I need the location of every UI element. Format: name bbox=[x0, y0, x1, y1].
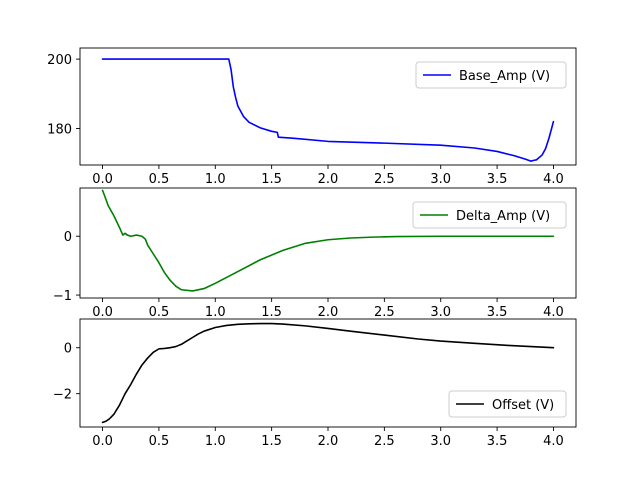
legend: Delta_Amp (V) bbox=[412, 201, 567, 229]
x-tick-label: 1.5 bbox=[261, 172, 282, 187]
x-tick-label: 2.5 bbox=[374, 434, 395, 449]
y-tick-label: −2 bbox=[53, 388, 72, 403]
legend-box bbox=[412, 201, 567, 229]
x-tick-label: 1.0 bbox=[205, 172, 226, 187]
x-tick-label: 2.0 bbox=[318, 172, 339, 187]
x-tick-label: 2.0 bbox=[318, 305, 339, 320]
y-tick-label: 0 bbox=[64, 230, 72, 245]
y-tick-label: 180 bbox=[47, 123, 72, 138]
x-tick-label: 3.0 bbox=[430, 434, 451, 449]
y-tick-label: 0 bbox=[64, 342, 72, 357]
x-tick-label: 0.5 bbox=[149, 305, 170, 320]
series-line-2-1 bbox=[101, 189, 555, 292]
y-tick-label: −1 bbox=[53, 289, 72, 304]
legend-label: Offset (V) bbox=[492, 398, 554, 413]
x-tick-label: 0.0 bbox=[92, 172, 113, 187]
x-tick-label: 2.5 bbox=[374, 305, 395, 320]
legend-label: Base_Amp (V) bbox=[459, 69, 550, 84]
x-tick-label: 0.5 bbox=[149, 434, 170, 449]
y-tick-label: 200 bbox=[47, 53, 72, 68]
legend-box bbox=[448, 390, 567, 418]
subplot-1: 0.0 0.5 1.0 1.5 2.0 2.5 3.0 3.5 4.0 180 200 Base_Am… bbox=[47, 47, 577, 187]
legend-box bbox=[415, 61, 567, 89]
series-line-1-1 bbox=[101, 58, 555, 162]
subplot-2: 0.0 0.5 1.0 1.5 2.0 2.5 3.0 3.5 4.0 −1 0 Delta_Amp … bbox=[53, 187, 577, 320]
subplot-3: 0.0 0.5 1.0 1.5 2.0 2.5 3.0 3.5 4.0 −2 0 Offset (V) bbox=[53, 318, 577, 449]
x-tick-label: 4.0 bbox=[543, 305, 564, 320]
x-tick-label: 0.0 bbox=[92, 434, 113, 449]
x-tick-label: 3.5 bbox=[487, 305, 508, 320]
x-tick-label: 3.0 bbox=[430, 172, 451, 187]
x-tick-label: 2.0 bbox=[318, 434, 339, 449]
x-tick-label: 1.0 bbox=[205, 305, 226, 320]
x-tick-label: 4.0 bbox=[543, 172, 564, 187]
x-tick-label: 3.5 bbox=[487, 172, 508, 187]
legend-label: Delta_Amp (V) bbox=[456, 209, 550, 224]
series-line-3-1 bbox=[101, 322, 555, 424]
legend: Base_Amp (V) bbox=[415, 61, 567, 89]
x-tick-label: 1.0 bbox=[205, 434, 226, 449]
x-tick-label: 1.5 bbox=[261, 305, 282, 320]
x-tick-label: 0.0 bbox=[92, 305, 113, 320]
legend: Offset (V) bbox=[448, 390, 567, 418]
x-tick-label: 1.5 bbox=[261, 434, 282, 449]
x-tick-label: 3.0 bbox=[430, 305, 451, 320]
x-tick-label: 4.0 bbox=[543, 434, 564, 449]
x-tick-label: 0.5 bbox=[149, 172, 170, 187]
x-tick-label: 3.5 bbox=[487, 434, 508, 449]
x-tick-label: 2.5 bbox=[374, 172, 395, 187]
